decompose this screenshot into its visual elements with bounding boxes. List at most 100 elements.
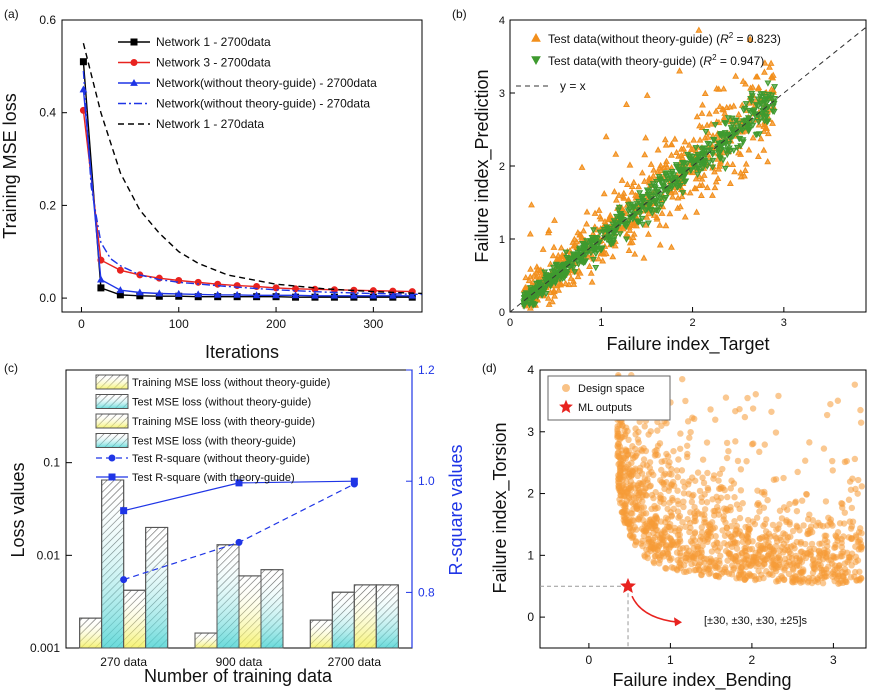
y-tick-label: 0.4 [39,106,56,120]
design-point [663,565,670,572]
scatter-point [761,59,769,66]
design-point [806,439,813,446]
x-tick-label: 300 [363,317,383,331]
scatter-point [666,210,674,217]
design-point [845,496,853,503]
design-point [653,519,660,526]
design-point [680,503,687,511]
design-point [723,454,731,462]
scatter-point [583,208,591,215]
design-point [780,474,787,482]
design-point [703,439,711,446]
scatter-point [715,85,723,92]
design-point [845,534,853,541]
scatter-point [635,183,643,190]
scatter-point [690,136,698,143]
data-point [194,290,203,298]
design-point [641,552,648,559]
design-point [825,556,832,563]
scatter-point [525,302,533,309]
scatter-point [550,243,558,250]
legend-swatch-fill [95,433,129,448]
legend-label: Design space [578,383,645,395]
design-point [724,493,731,501]
design-point [698,498,706,506]
scatter-point [544,229,552,236]
design-point [660,472,667,479]
scatter-point [662,171,669,178]
design-point [851,381,859,388]
bar-fill [309,619,333,649]
scatter-point [630,203,638,210]
scatter-point [644,230,652,237]
design-point [679,519,686,526]
scatter-point [590,244,598,251]
scatter-point [602,133,610,140]
bar-fill [216,544,240,649]
design-point [831,544,838,551]
design-point [786,519,793,526]
panel-b-ylabel: Failure index_Prediction [472,69,493,262]
scatter-point [729,126,737,133]
scatter-point [729,160,737,168]
y-tick-label: 0.0 [39,291,56,305]
design-point [627,531,634,539]
scatter-point [721,109,729,116]
design-point [746,571,754,579]
design-point [815,554,822,561]
panel-b-xlabel: Failure index_Target [606,334,769,355]
design-point [780,530,787,537]
y-tick-label: 1 [499,234,505,246]
design-point [844,568,851,576]
scatter-point [612,196,620,203]
x-tick-label: 1 [598,317,604,329]
scatter-point [712,107,720,114]
design-point [797,568,805,575]
scatter-point [574,249,582,256]
scatter-point [731,130,739,138]
scatter-point [549,252,557,259]
design-point [717,485,724,492]
design-point [676,445,684,452]
design-point [784,506,791,513]
design-point [666,484,673,491]
scatter-point [672,162,680,169]
design-point [794,468,801,476]
design-point [749,405,757,412]
design-point [827,400,834,408]
scatter-point [539,289,547,296]
scatter-point [706,147,714,154]
scatter-point [555,286,563,293]
y2-tick-label: 1.2 [418,363,435,377]
scatter-point [651,199,659,206]
scatter-point [643,213,651,220]
scatter-point [747,84,755,91]
panel-c-ticks: 0.001 0.01 0.1 0.8 1.0 1.2 [30,363,435,655]
scatter-point [623,180,631,187]
legend-text: = 0.947) [717,54,765,68]
design-point [800,522,807,529]
design-point [692,517,699,525]
panel-d-label: (d) [482,361,497,375]
design-point [756,508,763,515]
x-tick-label: 2 [749,653,756,667]
legend-label: Test MSE loss (without theory-guide) [132,397,311,409]
design-point [807,548,814,555]
scatter-point [660,163,668,171]
design-point [686,519,694,527]
design-point [834,529,842,536]
design-point [798,497,806,504]
scatter-point [570,280,578,287]
design-point [626,525,633,532]
scatter-point [724,147,732,154]
scatter-point [760,146,768,153]
scatter-point [636,190,644,197]
design-point [767,546,774,553]
scatter-point [642,207,649,214]
design-point [722,547,730,555]
scatter-point [549,279,556,287]
design-point [829,570,836,577]
scatter-point [696,181,704,189]
y-tick-label: 4 [527,363,534,377]
scatter-point [686,189,694,196]
